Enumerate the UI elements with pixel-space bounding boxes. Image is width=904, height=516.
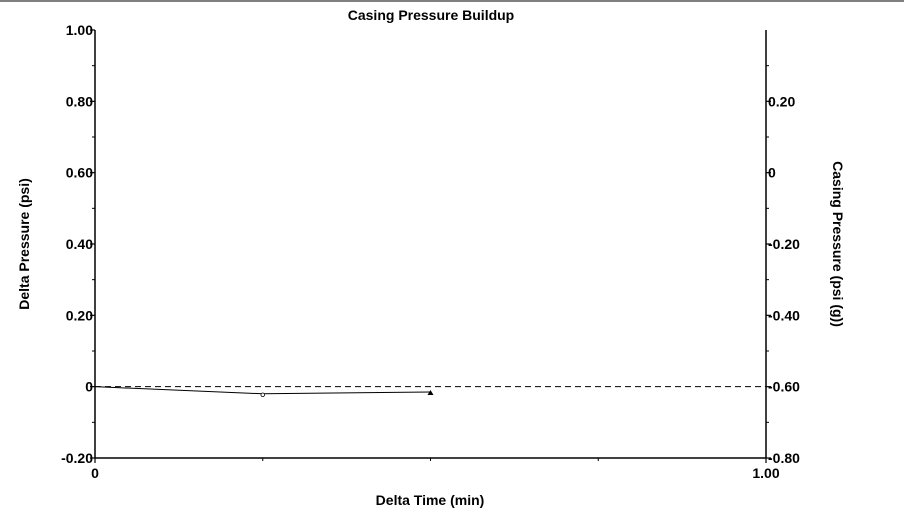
y-tick-label: 0 — [85, 379, 93, 395]
y-tick-label: 0.60 — [66, 165, 93, 181]
y-tick-label: 1.00 — [66, 22, 93, 38]
left-tick-group: -0.20 0 0.20 0.40 0.60 0.80 1.00 — [61, 22, 95, 466]
chart-title: Casing Pressure Buildup — [348, 7, 514, 23]
y2-tick-label: -0.40 — [768, 307, 800, 323]
x-axis-label: Delta Time (min) — [376, 492, 485, 508]
y2-axis-label: Casing Pressure (psi (g)) — [830, 161, 846, 327]
y-tick-label: -0.20 — [61, 450, 93, 466]
y2-tick-label: 0.20 — [768, 93, 795, 109]
series-group — [94, 386, 434, 397]
y-tick-label: 0.20 — [66, 307, 93, 323]
series-point-triangle — [427, 390, 434, 396]
series-point-circle — [260, 392, 265, 397]
y2-tick-label: -0.80 — [768, 450, 800, 466]
x-tick-group: 0 1.00 — [91, 458, 780, 481]
y2-tick-label: 0 — [768, 165, 776, 181]
y2-tick-label: -0.60 — [768, 379, 800, 395]
x-tick-label: 0 — [91, 465, 99, 481]
y-tick-label: 0.40 — [66, 236, 93, 252]
x-tick-label: 1.00 — [752, 465, 779, 481]
y-axis-label: Delta Pressure (psi) — [16, 178, 32, 310]
right-tick-group: -0.80 -0.60 -0.40 -0.20 0 0.20 — [766, 65, 800, 466]
y2-tick-label: -0.20 — [768, 236, 800, 252]
y-tick-label: 0.80 — [66, 93, 93, 109]
